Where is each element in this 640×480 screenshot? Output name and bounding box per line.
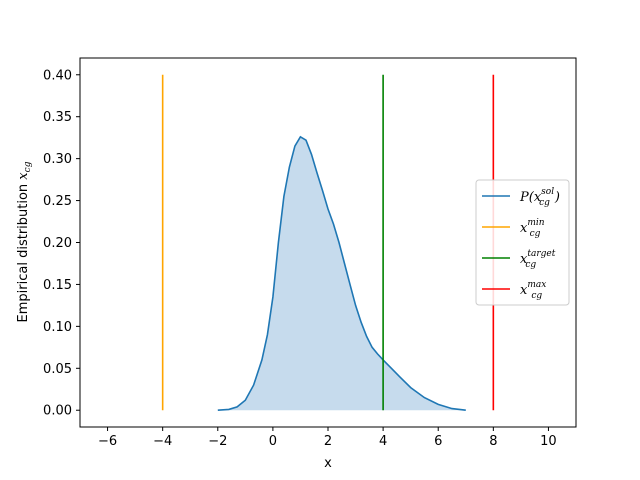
y-tick-label: 0.35 bbox=[43, 110, 72, 125]
x-tick-label: −6 bbox=[98, 434, 117, 449]
plot-area bbox=[161, 74, 495, 411]
density-fill bbox=[217, 136, 466, 411]
x-tick-label: 4 bbox=[379, 434, 387, 449]
y-tick-label: 0.25 bbox=[43, 194, 72, 209]
x-tick-label: 8 bbox=[489, 434, 497, 449]
legend-label: xmin cg bbox=[520, 218, 545, 239]
legend-item-target: xtarget cg bbox=[482, 249, 556, 270]
x-tick-label: 0 bbox=[269, 434, 277, 449]
x-tick-label: −4 bbox=[153, 434, 172, 449]
y-axis-label-sub: cg bbox=[23, 161, 33, 172]
y-tick-label: 0.15 bbox=[43, 278, 72, 293]
x-tick-label: 2 bbox=[324, 434, 332, 449]
y-tick-label: 0.00 bbox=[43, 404, 72, 419]
legend-box bbox=[475, 179, 570, 306]
y-tick-label: 0.20 bbox=[43, 236, 72, 251]
x-tick-label: 10 bbox=[540, 434, 557, 449]
legend-label: xtarget cg bbox=[520, 249, 556, 270]
y-tick-label: 0.10 bbox=[43, 320, 72, 335]
legend-item-max: xmax cg bbox=[482, 280, 546, 301]
y-axis-label: Empirical distribution xcg bbox=[16, 161, 33, 322]
y-axis-label-main: Empirical distribution bbox=[16, 180, 31, 323]
legend-label: P(xsol cg) bbox=[519, 187, 560, 208]
x-tick-label: 6 bbox=[434, 434, 442, 449]
y-tick-label: 0.40 bbox=[43, 68, 72, 83]
axes: −6 −4 −2 0 2 4 6 8 10 0.00 0.05 0.10 0.15 0.20 0.25 0.3… bbox=[43, 57, 577, 449]
y-tick-label: 0.05 bbox=[43, 362, 72, 377]
density-line bbox=[217, 135, 466, 411]
y-axis-label-var: x bbox=[16, 172, 31, 180]
legend: P(xsol cg) xmin cg xtarget cg xmax cg bbox=[475, 179, 570, 306]
legend-item-min: xmin cg bbox=[482, 218, 545, 239]
x-tick-label: −2 bbox=[208, 434, 227, 449]
x-axis-label: x bbox=[324, 456, 332, 471]
legend-label: xmax cg bbox=[520, 280, 546, 301]
y-tick-label: 0.30 bbox=[43, 152, 72, 167]
legend-item-density: P(xsol cg) bbox=[482, 187, 560, 208]
